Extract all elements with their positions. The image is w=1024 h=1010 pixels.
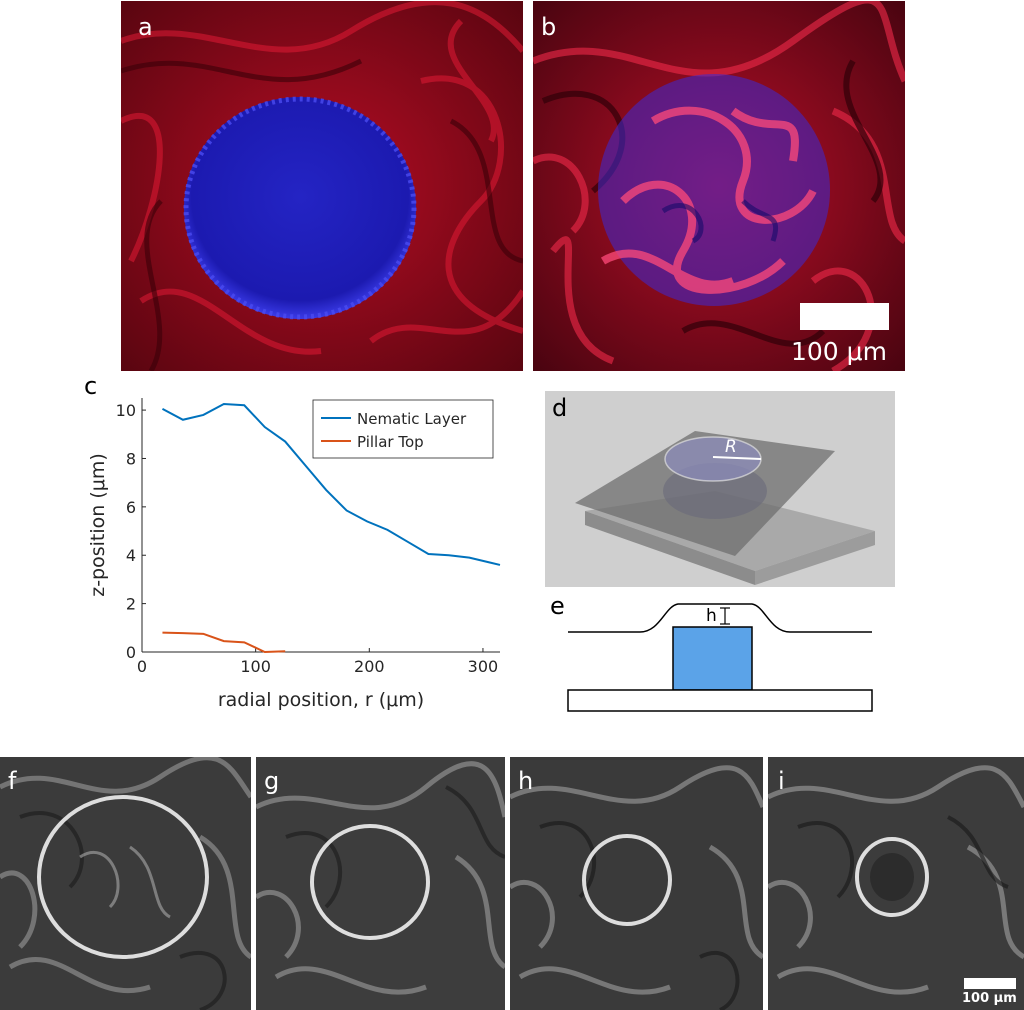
panel-a-label: a <box>138 13 153 41</box>
legend-label-1: Pillar Top <box>357 433 424 451</box>
x-tick-label: 300 <box>468 657 499 676</box>
panel-b-label: b <box>541 13 557 41</box>
panel-h-image: h <box>510 757 763 1010</box>
panel-e-label: e <box>550 592 565 620</box>
panel-i-label: i <box>778 767 785 795</box>
y-tick-label: 8 <box>126 449 136 468</box>
substrate-base <box>567 689 873 712</box>
y-tick-label: 4 <box>126 546 136 565</box>
panel-i-scale-bar <box>964 978 1016 989</box>
panel-f-image: f <box>0 757 251 1010</box>
x-tick-label: 0 <box>137 657 147 676</box>
panel-b-scale-bar <box>800 303 889 330</box>
pillar-block <box>672 626 753 691</box>
y-tick-label: 2 <box>126 595 136 614</box>
y-tick-label: 0 <box>126 643 136 662</box>
panel-g-image: g <box>256 757 505 1010</box>
panel-e-schematic <box>567 603 873 712</box>
series-line-0 <box>161 403 501 566</box>
panel-b-scale-label: 100 μm <box>791 337 887 366</box>
radius-label: R <box>725 437 737 457</box>
series-line-1 <box>162 631 286 654</box>
panel-d-label: d <box>552 394 568 422</box>
panel-h-label: h <box>518 767 534 795</box>
panel-b-image: b 100 μm <box>533 1 905 371</box>
legend-label-0: Nematic Layer <box>357 410 467 428</box>
x-axis-label: radial position, r (μm) <box>218 689 424 711</box>
x-tick-label: 200 <box>354 657 385 676</box>
panel-f-label: f <box>8 767 17 795</box>
y-tick-label: 10 <box>116 401 136 420</box>
x-tick-label: 100 <box>240 657 271 676</box>
panel-c-label: c <box>84 372 98 400</box>
panel-d-render: d R <box>545 391 895 587</box>
panel-i-image: i 100 μm <box>768 757 1024 1010</box>
panel-a-image: a <box>121 1 523 371</box>
panel-g-label: g <box>264 767 280 795</box>
legend-box <box>312 399 494 459</box>
y-tick-label: 6 <box>126 498 136 517</box>
y-axis-label: z-position (μm) <box>87 453 109 597</box>
panel-c-line-chart: 0 100 200 300 0 2 4 6 8 10 radial position, r (μm)… <box>87 398 501 711</box>
height-label: h <box>706 606 717 626</box>
panel-i-scale-label: 100 μm <box>962 991 1017 1006</box>
